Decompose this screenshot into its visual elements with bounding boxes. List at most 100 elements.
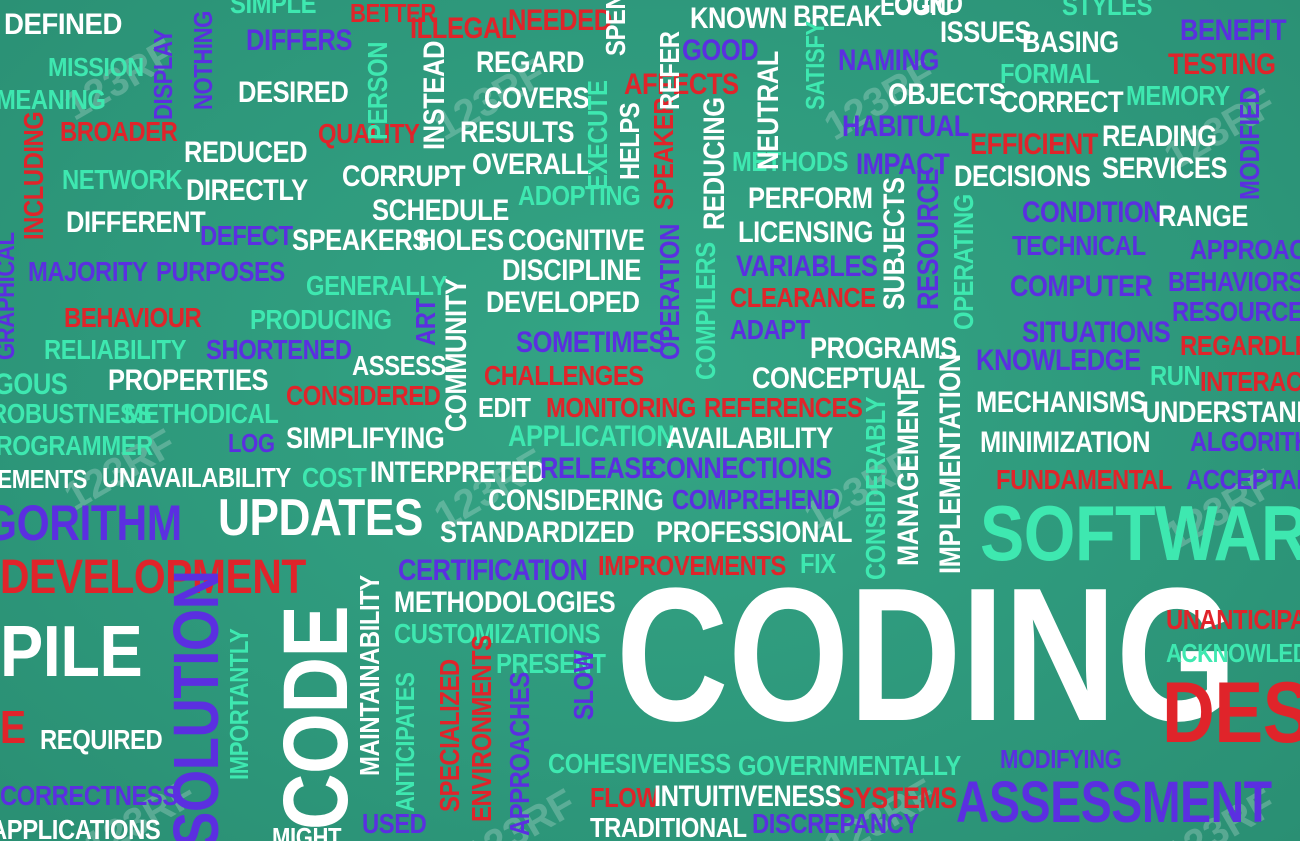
word-mission: MISSION	[48, 52, 144, 82]
word-cost: COST	[302, 462, 367, 493]
word-needed: NEEDED	[508, 4, 612, 37]
word-situations: SITUATIONS	[1022, 316, 1171, 349]
word-issues: ISSUES	[940, 16, 1031, 49]
word-speaker: SPEAKER	[648, 97, 679, 210]
word-flow: FLOW	[590, 782, 659, 813]
word-acknowledge: ACKNOWLEDGE	[1166, 638, 1300, 668]
word-clearance: CLEARANCE	[730, 282, 876, 313]
word-nothing: NOTHING	[188, 11, 218, 111]
word-compilers: COMPILERS	[690, 242, 721, 380]
word-e: E	[0, 701, 26, 753]
word-comprehend: COMPREHEND	[672, 484, 840, 515]
word-code: CODE	[265, 605, 367, 830]
word-producing: PRODUCING	[250, 304, 392, 335]
word-basing: BASING	[1022, 26, 1119, 59]
word-good: GOOD	[682, 34, 759, 67]
word-challenges: CHALLENGES	[484, 360, 644, 391]
word-range: RANGE	[1158, 200, 1248, 233]
word-behaviour: BEHAVIOUR	[64, 302, 202, 333]
word-display: DISPLAY	[148, 29, 178, 120]
word-adopting: ADOPTING	[518, 180, 641, 211]
word-operation: OPERATION	[654, 224, 685, 360]
word-software: SOFTWARE	[980, 489, 1300, 577]
word-run: RUN	[1150, 360, 1201, 391]
word-execute: EXECUTE	[582, 80, 613, 190]
word-modifying: MODIFYING	[1000, 744, 1122, 774]
word-properties: PROPERTIES	[108, 364, 269, 397]
word-graphical: GRAPHICAL	[0, 232, 20, 360]
word-approaches: APPROACHES	[504, 672, 535, 836]
word-resource: RESOURCE	[912, 168, 945, 310]
word-references: REFERENCES	[704, 392, 863, 423]
word-interpreted: INTERPRETED	[370, 456, 546, 489]
word-community: COMMUNITY	[440, 278, 473, 432]
word-application: APPLICATION	[508, 420, 675, 453]
word-cognitive: COGNITIVE	[508, 224, 645, 257]
word-slow: SLOW	[568, 650, 599, 720]
word-improvements: IMPROVEMENTS	[598, 550, 786, 581]
word-spen: SPEN	[600, 0, 631, 57]
word-des: DES	[1162, 665, 1300, 761]
word-programmer: PROGRAMMER	[0, 430, 153, 461]
word-log: LOG	[228, 428, 275, 458]
word-purposes: PURPOSES	[156, 256, 285, 287]
word-regardless: REGARDLESS	[1180, 330, 1300, 361]
word-considering: CONSIDERING	[488, 484, 664, 517]
word-availability: AVAILABILITY	[666, 422, 833, 455]
word-naming: NAMING	[838, 44, 939, 77]
word-overall: OVERALL	[472, 148, 591, 181]
word-assessment: ASSESSMENT	[956, 770, 1272, 835]
word-connections: CONNECTIONS	[648, 452, 832, 485]
word-directly: DIRECTLY	[186, 174, 308, 207]
word-majority: MAJORITY	[28, 256, 148, 287]
word-certification: CERTIFICATION	[398, 554, 588, 587]
word-reading: READING	[1102, 120, 1217, 153]
word-habitual: HABITUAL	[842, 110, 969, 143]
word-quality: QUALITY	[318, 118, 420, 149]
word-computer: COMPUTER	[1010, 270, 1153, 303]
word-including: INCLUDING	[18, 111, 49, 240]
word-systems: SYSTEMS	[838, 782, 957, 815]
word-better: BETTER	[350, 0, 436, 28]
word-instead: INSTEAD	[418, 41, 451, 151]
word-interact: INTERACT	[1200, 366, 1300, 397]
word-discipline: DISCIPLINE	[502, 254, 641, 287]
word-shortened: SHORTENED	[206, 334, 352, 365]
word-covers: COVERS	[484, 82, 590, 115]
word-specialized: SPECIALIZED	[434, 659, 465, 812]
word-reliability: RELIABILITY	[44, 334, 187, 365]
word-acceptable: ACCEPTABLE	[1186, 464, 1300, 495]
word-neutral: NEUTRAL	[752, 51, 785, 171]
word-governmentally: GOVERNMENTALLY	[738, 750, 961, 781]
word-perform: PERFORM	[748, 182, 873, 215]
word-algorithm: ALGORITHM	[1190, 426, 1300, 457]
word-required: REQUIRED	[40, 724, 163, 755]
word-might: MIGHT	[272, 822, 342, 841]
word-standardized: STANDARDIZED	[440, 516, 635, 549]
word-satisfy: SATISFY	[800, 21, 830, 111]
word-coding: CODING	[616, 549, 1237, 761]
word-objects: OBJECTS	[888, 78, 1006, 111]
word-discrepancy: DISCREPANCY	[752, 808, 919, 839]
word-minimization: MINIMIZATION	[980, 426, 1151, 459]
word-subjects: SUBJECTS	[878, 177, 911, 310]
word-network: NETWORK	[62, 164, 182, 195]
word-monitoring: MONITORING	[546, 392, 697, 423]
word-programs: PROGRAMS	[810, 332, 957, 365]
word-found: FOUND	[880, 0, 963, 19]
word-condition: CONDITION	[1022, 196, 1162, 229]
word-intuitiveness: INTUITIVENESS	[654, 780, 842, 813]
word-mechanisms: MECHANISMS	[976, 386, 1147, 419]
word-used: USED	[362, 808, 427, 839]
word-art: ART	[410, 298, 441, 346]
word-applications: APPLICATIONS	[0, 814, 161, 841]
word-simple: SIMPLE	[230, 0, 317, 19]
word-decisions: DECISIONS	[954, 160, 1091, 193]
word-knowledge: KNOWLEDGE	[976, 344, 1141, 377]
word-testing: TESTING	[1168, 48, 1276, 81]
word-considered: CONSIDERED	[286, 380, 441, 411]
word-customizations: CUSTOMIZATIONS	[394, 618, 601, 649]
word-styles: STYLES	[1062, 0, 1153, 21]
word-formal: FORMAL	[1000, 58, 1100, 89]
word-known: KNOWN	[690, 2, 788, 35]
